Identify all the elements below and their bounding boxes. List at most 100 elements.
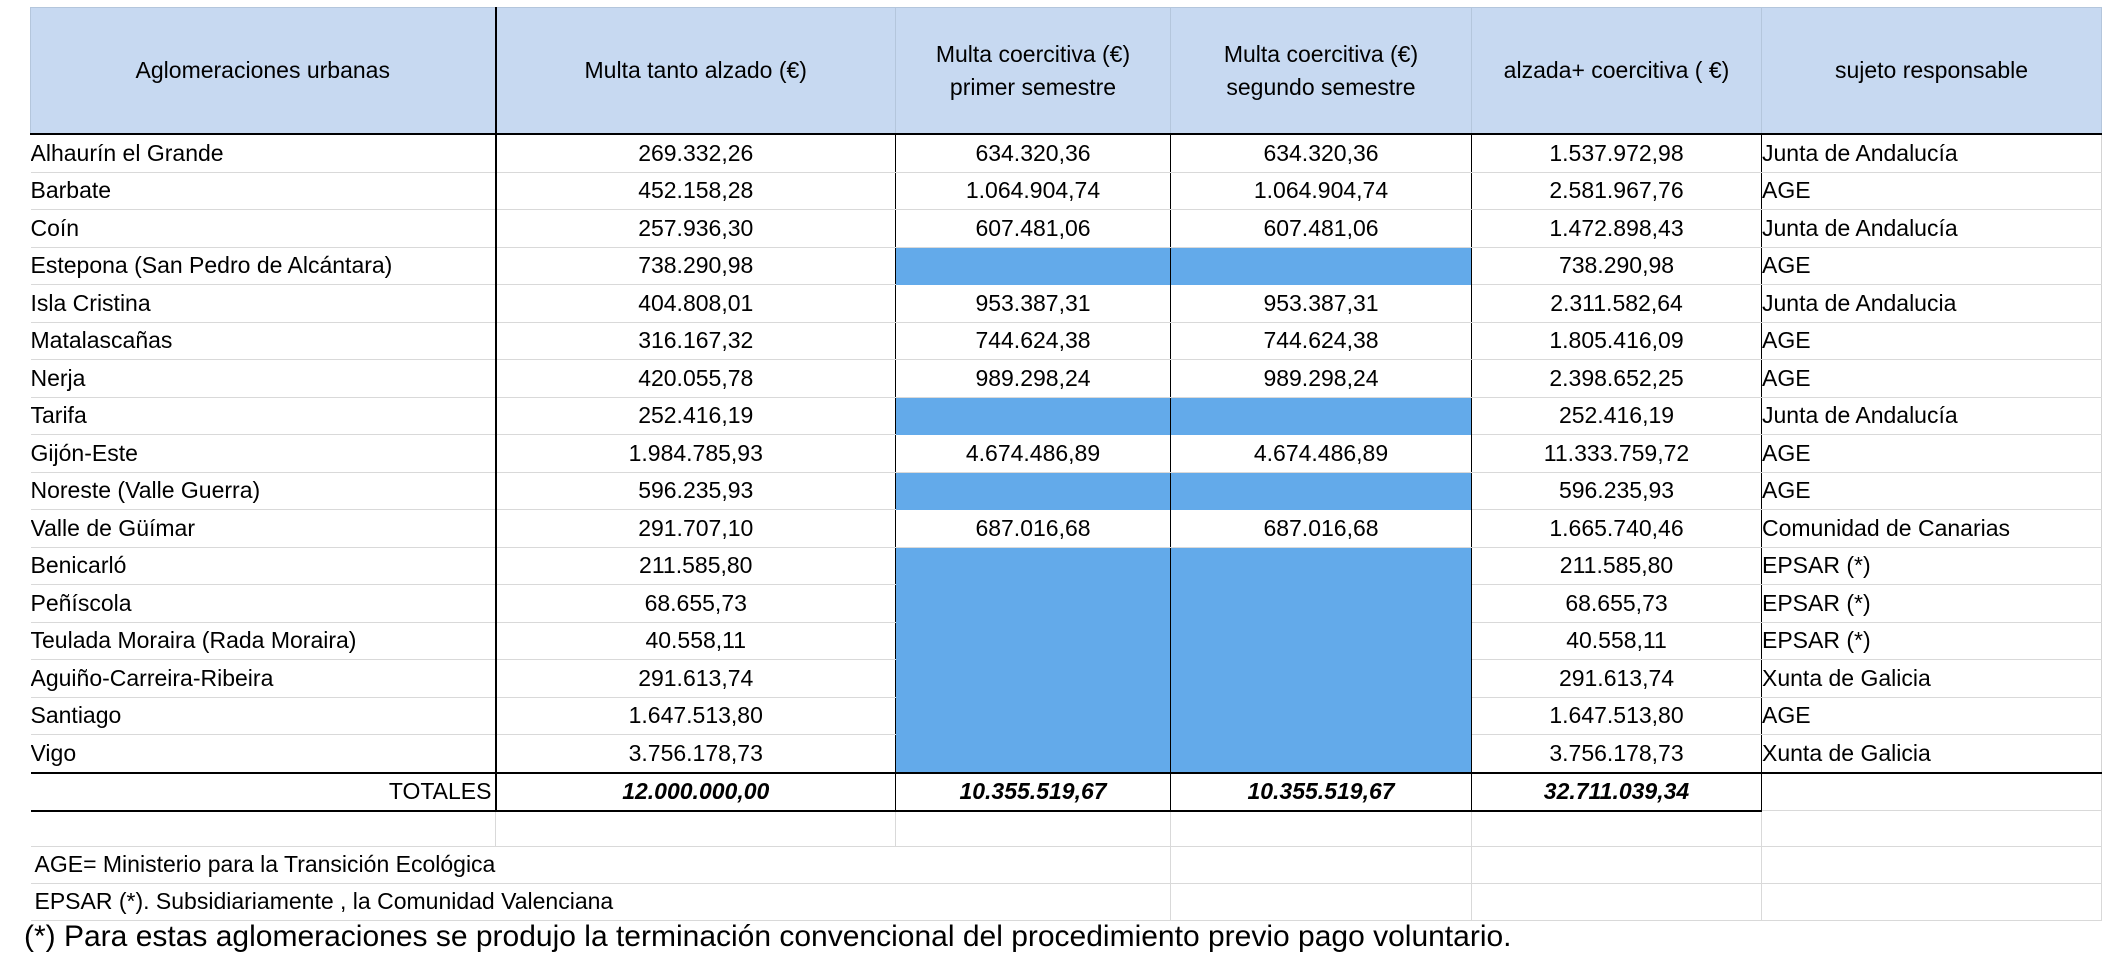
sujeto-responsable-cell: AGE — [1761, 247, 2102, 285]
sujeto-responsable-cell: AGE — [1761, 322, 2102, 360]
total-cell: 40.558,11 — [1471, 622, 1762, 660]
total-cell: 11.333.759,72 — [1471, 434, 1762, 473]
multa-segundo-semestre-cell — [1170, 247, 1472, 285]
multa-primer-semestre-cell: 687.016,68 — [895, 509, 1171, 548]
multa-alzado-cell: 252.416,19 — [495, 397, 896, 435]
aglomeracion-cell: Teulada Moraira (Rada Moraira) — [30, 622, 497, 660]
multa-alzado-cell: 1.984.785,93 — [495, 434, 896, 473]
multa-alzado-cell: 420.055,78 — [495, 359, 896, 398]
aglomeracion-cell: Peñíscola — [30, 584, 497, 623]
blank-cell — [495, 810, 896, 847]
aglomeracion-cell: Nerja — [30, 359, 497, 398]
multa-segundo-semestre-cell — [1170, 622, 1472, 660]
aglomeracion-cell: Estepona (San Pedro de Alcántara) — [30, 247, 497, 285]
total-cell: 2.311.582,64 — [1471, 284, 1762, 323]
multa-alzado-cell: 211.585,80 — [495, 547, 896, 585]
total-cell: 1.805.416,09 — [1471, 322, 1762, 360]
totals-empty — [1761, 772, 2102, 811]
multa-segundo-semestre-cell — [1170, 697, 1472, 735]
table-row: Coín 257.936,30 607.481,06 607.481,06 1.472.… — [30, 209, 2102, 248]
aglomeracion-cell: Isla Cristina — [30, 284, 497, 323]
sujeto-responsable-cell: EPSAR (*) — [1761, 584, 2102, 623]
multa-alzado-cell: 452.158,28 — [495, 172, 896, 210]
blank-cell — [1471, 810, 1762, 847]
totals-row: TOTALES 12.000.000,00 10.355.519,67 10.3… — [30, 772, 2102, 812]
totals-label: TOTALES — [30, 772, 497, 812]
multa-alzado-cell: 404.808,01 — [495, 284, 896, 323]
totals-segundo-semestre: 10.355.519,67 — [1170, 772, 1472, 812]
aglomeracion-cell: Santiago — [30, 697, 497, 735]
sujeto-responsable-cell: Xunta de Galicia — [1761, 734, 2102, 774]
total-cell: 1.537.972,98 — [1471, 134, 1762, 173]
multa-primer-semestre-cell — [895, 397, 1171, 435]
multa-primer-semestre-cell — [895, 697, 1171, 735]
blank-cell — [1170, 883, 1472, 921]
header-sujeto-responsable: sujeto responsable — [1761, 7, 2102, 135]
table-row: Tarifa 252.416,19 252.416,19 Junta de Andal… — [30, 397, 2102, 435]
multa-segundo-semestre-cell: 607.481,06 — [1170, 209, 1472, 248]
header-multa-segundo-semestre: Multa coercitiva (€) segundo semestre — [1170, 7, 1472, 135]
table-row: Peñíscola 68.655,73 68.655,73 EPSAR (*) — [30, 584, 2102, 623]
note-age: AGE= Ministerio para la Transición Ecoló… — [30, 846, 896, 884]
total-cell: 68.655,73 — [1471, 584, 1762, 623]
sujeto-responsable-cell: EPSAR (*) — [1761, 622, 2102, 660]
aglomeracion-cell: Aguiño-Carreira-Ribeira — [30, 659, 497, 698]
multa-segundo-semestre-cell: 634.320,36 — [1170, 134, 1472, 173]
table-body: Alhaurín el Grande 269.332,26 634.320,36 63… — [30, 134, 2102, 774]
footnote: (*) Para estas aglomeraciones se produjo… — [24, 920, 1512, 953]
blank-cell — [1761, 846, 2102, 884]
multa-segundo-semestre-cell — [1170, 472, 1472, 510]
table-row: Isla Cristina 404.808,01 953.387,31 953.387… — [30, 284, 2102, 323]
sujeto-responsable-cell: Xunta de Galicia — [1761, 659, 2102, 698]
blank-cell — [1170, 810, 1472, 847]
blank-cell — [895, 810, 1171, 847]
total-cell: 2.398.652,25 — [1471, 359, 1762, 398]
totals-total: 32.711.039,34 — [1471, 772, 1762, 812]
multa-primer-semestre-cell: 607.481,06 — [895, 209, 1171, 248]
aglomeracion-cell: Coín — [30, 209, 497, 248]
multa-segundo-semestre-cell — [1170, 397, 1472, 435]
total-cell: 291.613,74 — [1471, 659, 1762, 698]
blank-cell — [1471, 883, 1762, 921]
header-row: Aglomeraciones urbanas Multa tanto alzad… — [30, 7, 2102, 135]
multa-segundo-semestre-cell: 4.674.486,89 — [1170, 434, 1472, 473]
multa-primer-semestre-cell — [895, 584, 1171, 622]
total-cell: 596.235,93 — [1471, 472, 1762, 510]
multa-primer-semestre-cell — [895, 622, 1171, 660]
multa-alzado-cell: 257.936,30 — [495, 209, 896, 248]
table-row: Noreste (Valle Guerra) 596.235,93 596.235,… — [30, 472, 2102, 510]
multa-primer-semestre-cell — [895, 472, 1171, 510]
header-aglomeraciones: Aglomeraciones urbanas — [30, 7, 497, 135]
multa-primer-semestre-cell: 634.320,36 — [895, 134, 1171, 173]
table-row: Teulada Moraira (Rada Moraira) 40.558,11 4… — [30, 622, 2102, 660]
aglomeracion-cell: Matalascañas — [30, 322, 497, 360]
multa-segundo-semestre-cell: 744.624,38 — [1170, 322, 1472, 360]
table-row: Santiago 1.647.513,80 1.647.513,80 AGE — [30, 697, 2102, 735]
table-row: Alhaurín el Grande 269.332,26 634.320,36 63… — [30, 134, 2102, 173]
blank-cell — [895, 846, 1171, 884]
total-cell: 1.647.513,80 — [1471, 697, 1762, 735]
sujeto-responsable-cell: Junta de Andalucía — [1761, 397, 2102, 435]
table-row: Barbate 452.158,28 1.064.904,74 1.064.904,7… — [30, 172, 2102, 210]
total-cell: 738.290,98 — [1471, 247, 1762, 285]
multa-alzado-cell: 1.647.513,80 — [495, 697, 896, 735]
multa-segundo-semestre-cell — [1170, 734, 1472, 774]
header-multa-tanto-alzado: Multa tanto alzado (€) — [495, 7, 896, 135]
blank-cell — [1761, 883, 2102, 921]
table-row: Aguiño-Carreira-Ribeira 291.613,74 291.613… — [30, 659, 2102, 698]
sujeto-responsable-cell: AGE — [1761, 434, 2102, 473]
aglomeracion-cell: Benicarló — [30, 547, 497, 585]
multa-primer-semestre-cell — [895, 734, 1171, 774]
header-alzada-coercitiva: alzada+ coercitiva ( €) — [1471, 7, 1762, 135]
multa-alzado-cell: 316.167,32 — [495, 322, 896, 360]
multa-alzado-cell: 3.756.178,73 — [495, 734, 896, 774]
blank-cell — [895, 883, 1171, 921]
sujeto-responsable-cell: Junta de Andalucía — [1761, 134, 2102, 173]
aglomeracion-cell: Valle de Güímar — [30, 509, 497, 548]
note-epsar: EPSAR (*). Subsidiariamente , la Comunid… — [30, 883, 896, 921]
total-cell: 211.585,80 — [1471, 547, 1762, 585]
aglomeracion-cell: Vigo — [30, 734, 497, 774]
multa-primer-semestre-cell — [895, 659, 1171, 697]
multa-primer-semestre-cell — [895, 247, 1171, 285]
table-row: Vigo 3.756.178,73 3.756.178,73 Xunta de Gal… — [30, 734, 2102, 774]
